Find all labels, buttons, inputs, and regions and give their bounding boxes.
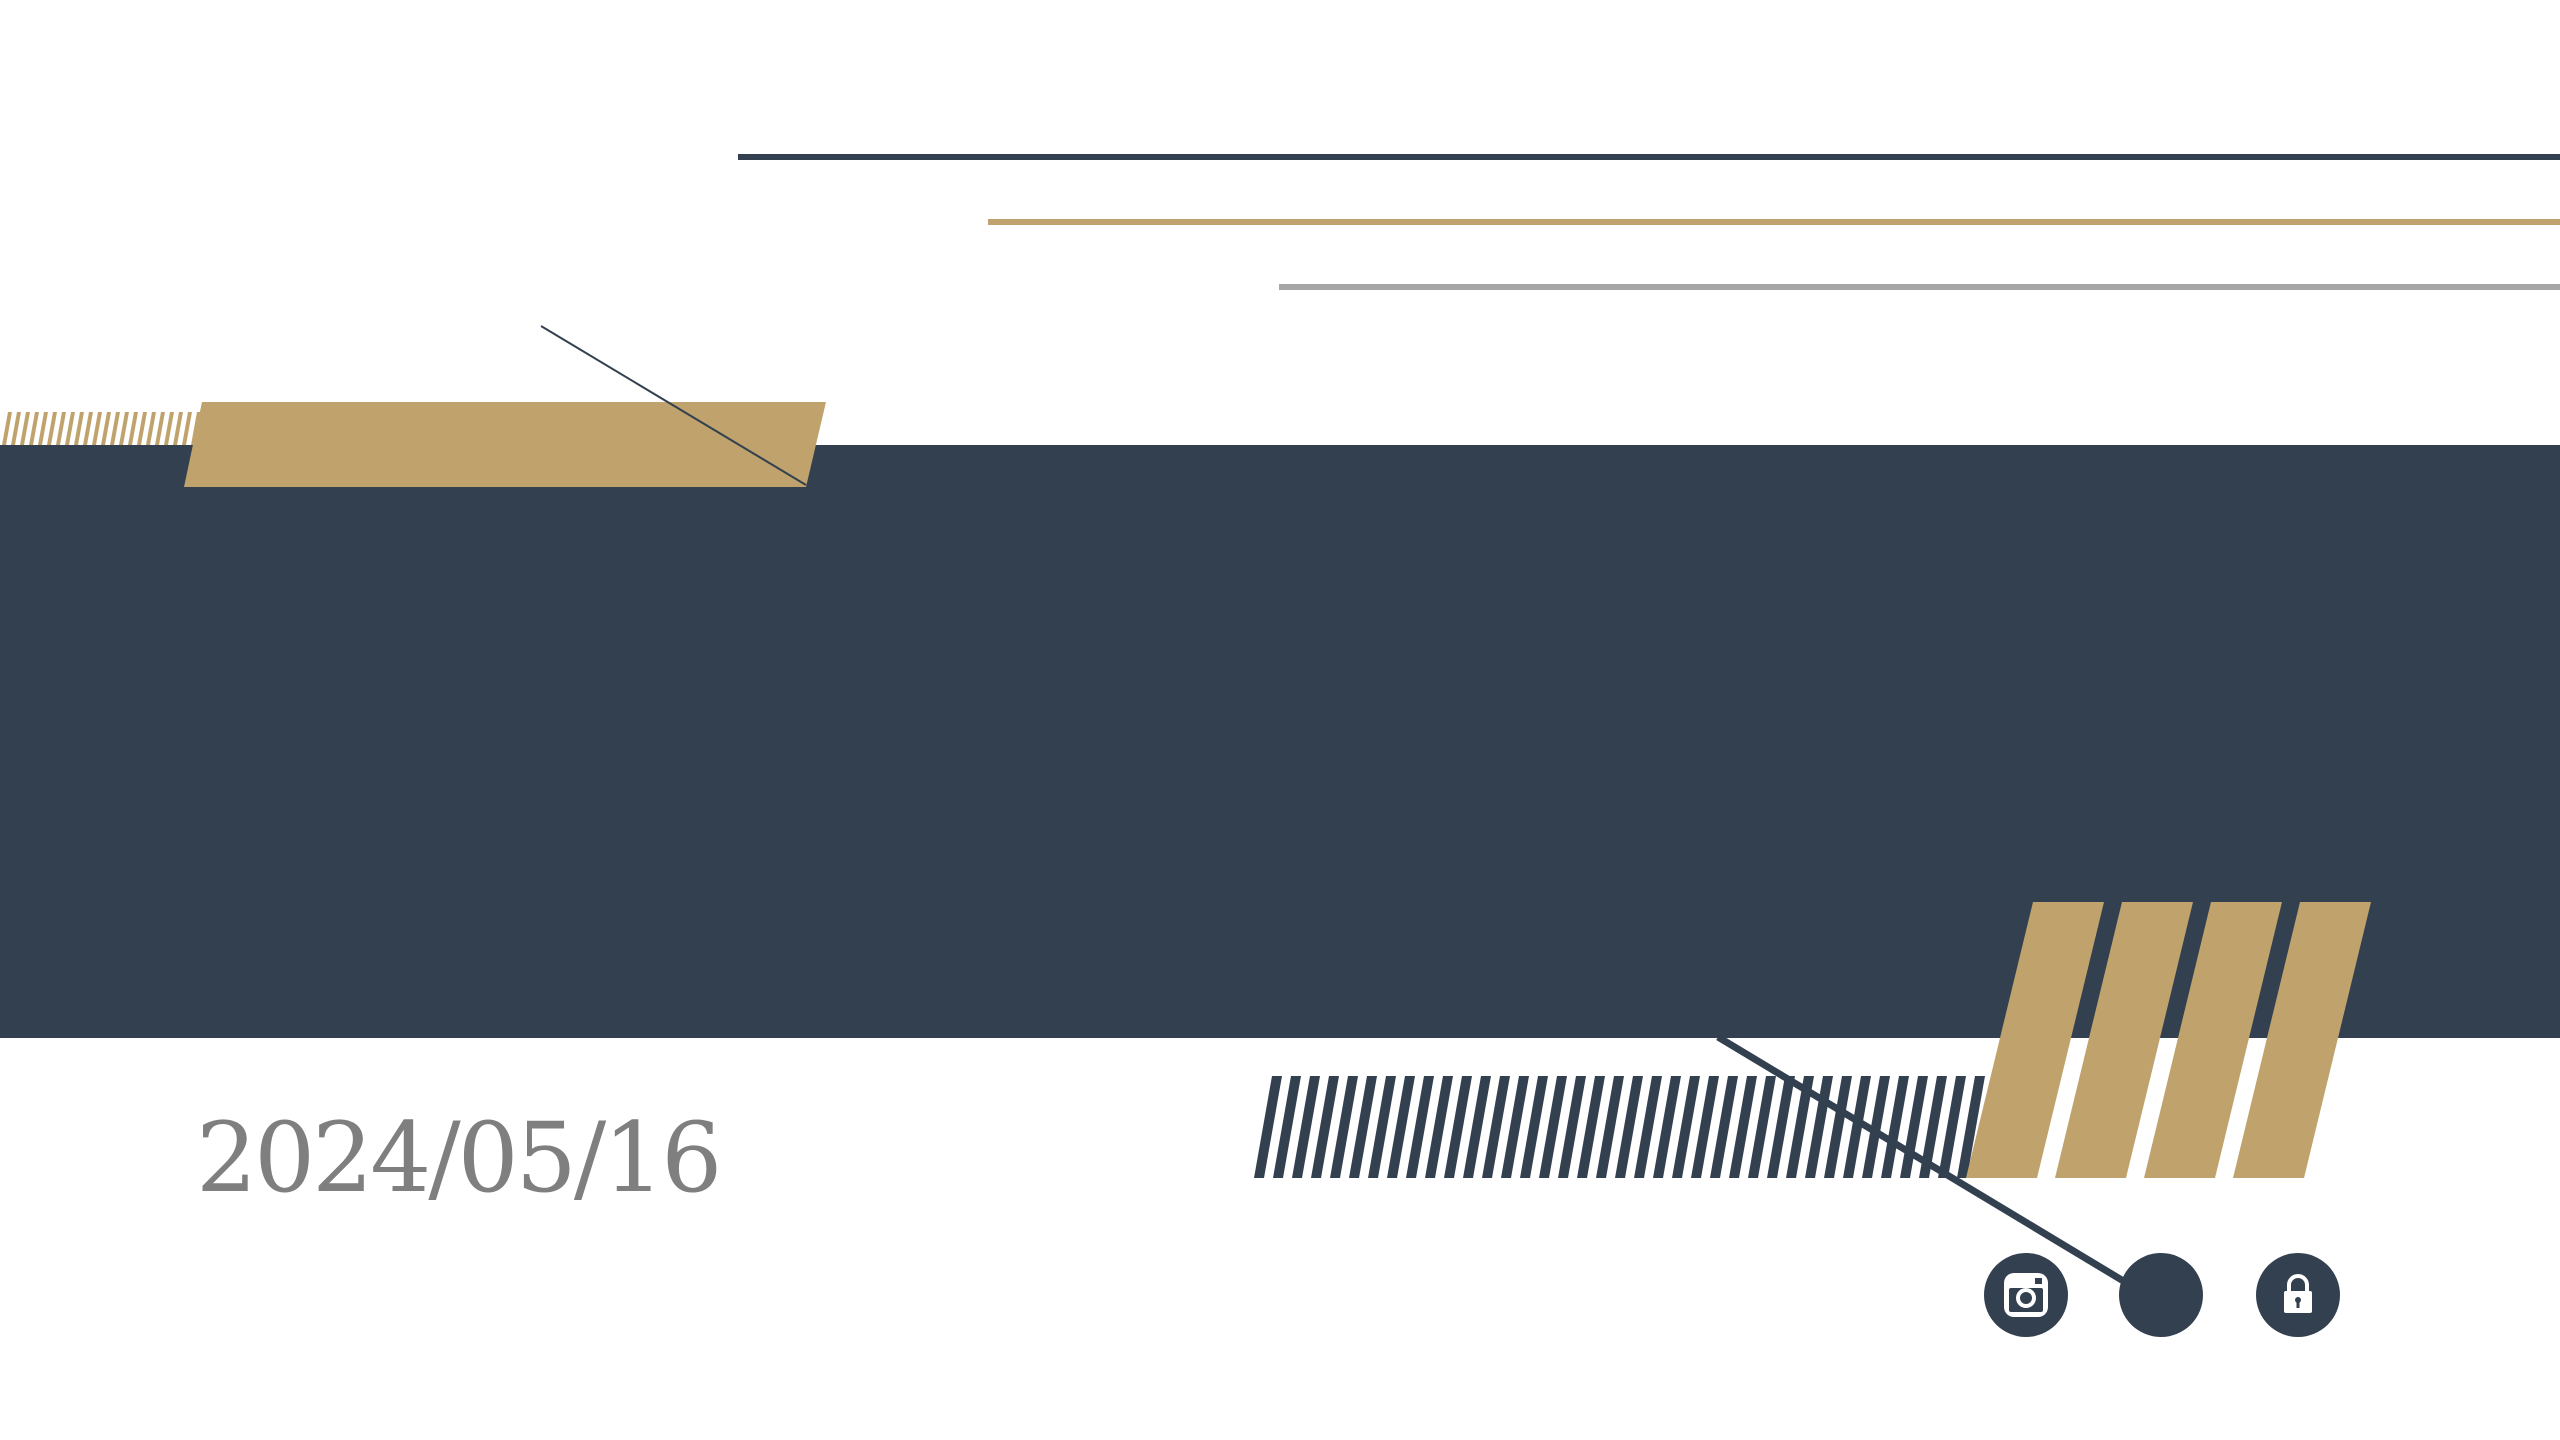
navy-hatch-stripe <box>1482 1076 1510 1178</box>
navy-hatch-stripe <box>1558 1076 1586 1178</box>
navy-hatch-stripe <box>1406 1076 1434 1178</box>
navy-hatch-stripe <box>1938 1076 1966 1178</box>
navy-hatch-stripe <box>1691 1076 1719 1178</box>
navy-hatch-stripe <box>1634 1076 1662 1178</box>
date-text: 2024/05/16 <box>196 1102 722 1214</box>
navy-hatch-stripe <box>1425 1076 1453 1178</box>
gold-hatch-stripe <box>11 412 21 445</box>
gold-hatch-stripe <box>110 412 120 445</box>
navy-hatch-stripe <box>1672 1076 1700 1178</box>
gold-hatch-stripe <box>182 412 192 445</box>
gold-hatch-stripe <box>20 412 30 445</box>
gold-hatch-stripe <box>2 412 12 445</box>
navy-hatch-stripe <box>1881 1076 1909 1178</box>
gold-hatch-stripe <box>56 412 66 445</box>
top-rule-navy <box>738 154 2560 160</box>
top-rule-gold <box>988 219 2560 225</box>
navy-hatch-stripe <box>1444 1076 1472 1178</box>
navy-hatch-stripe <box>1615 1076 1643 1178</box>
navy-hatch-stripe <box>1368 1076 1396 1178</box>
gold-hatch-stripe <box>47 412 57 445</box>
gold-large-stripes <box>1966 902 2371 1178</box>
navy-hatch-stripe <box>1957 1076 1985 1178</box>
gold-hatch-stripe <box>155 412 165 445</box>
gold-hatch-stripe <box>29 412 39 445</box>
gold-large-stripe <box>2233 902 2371 1178</box>
navy-hatch-stripe <box>1596 1076 1624 1178</box>
navy-hatch-stripe <box>1748 1076 1776 1178</box>
navy-hatch-stripe <box>1729 1076 1757 1178</box>
navy-hatch-stripe <box>1919 1076 1947 1178</box>
navy-hatch-stripe <box>1387 1076 1415 1178</box>
navy-hatch-stripe <box>1862 1076 1890 1178</box>
navy-hatch-stripe <box>1311 1076 1339 1178</box>
gold-hatch-stripe <box>119 412 129 445</box>
gold-hatch-stripe <box>128 412 138 445</box>
lock-icon <box>2278 1273 2318 1317</box>
gold-hatch-stripe <box>146 412 156 445</box>
navy-hatch-stripe <box>1292 1076 1320 1178</box>
blank-circle-button[interactable] <box>2119 1253 2203 1337</box>
navy-hatch-stripe <box>1710 1076 1738 1178</box>
gold-hatch-stripe <box>164 412 174 445</box>
navy-hatch-stripe <box>1786 1076 1814 1178</box>
gold-large-stripe <box>2055 902 2193 1178</box>
thin-diagonal-line <box>540 325 807 486</box>
navy-hatch-stripe <box>1273 1076 1301 1178</box>
gold-hatch-stripe <box>83 412 93 445</box>
navy-hatch-stripe <box>1254 1076 1282 1178</box>
thick-diagonal-line <box>1716 1034 2142 1294</box>
top-rule-gray <box>1279 284 2560 290</box>
gold-hatch-stripe <box>65 412 75 445</box>
gold-hatch-stripe <box>92 412 102 445</box>
navy-hatch-stripe <box>1653 1076 1681 1178</box>
navy-hatch-stripe <box>1330 1076 1358 1178</box>
navy-hatch-stripe <box>1501 1076 1529 1178</box>
instagram-button[interactable] <box>1984 1253 2068 1337</box>
gold-hatch-stripe <box>74 412 84 445</box>
navy-hatch-stripe <box>1824 1076 1852 1178</box>
navy-hatch-strip <box>1254 1076 1985 1178</box>
navy-hatch-stripe <box>1349 1076 1377 1178</box>
navy-hatch-stripe <box>1767 1076 1795 1178</box>
gold-hatch-stripe <box>38 412 48 445</box>
lock-button[interactable] <box>2256 1253 2340 1337</box>
gold-large-stripe <box>1966 902 2104 1178</box>
navy-hatch-stripe <box>1577 1076 1605 1178</box>
gold-parallelogram <box>184 402 826 487</box>
gold-hatch-stripe <box>137 412 147 445</box>
gold-large-stripe <box>2144 902 2282 1178</box>
instagram-icon <box>2001 1270 2051 1320</box>
gold-hatch-stripe <box>173 412 183 445</box>
navy-hatch-stripe <box>1463 1076 1491 1178</box>
navy-hatch-stripe <box>1520 1076 1548 1178</box>
gold-hatch-stripe <box>101 412 111 445</box>
navy-hatch-stripe <box>1539 1076 1567 1178</box>
gold-hatch-strip <box>2 412 201 445</box>
navy-hatch-stripe <box>1843 1076 1871 1178</box>
